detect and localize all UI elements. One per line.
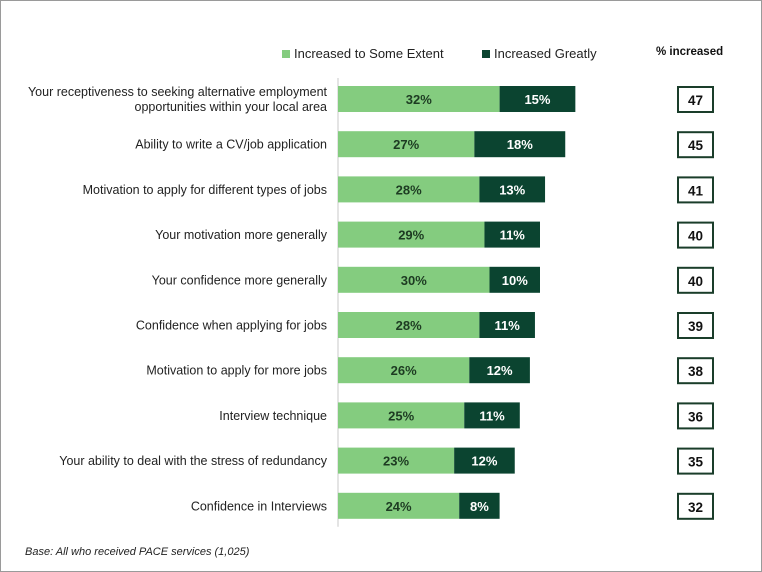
bar-some-extent <box>338 357 470 384</box>
category-label: Your ability to deal with the stress of … <box>59 454 327 468</box>
bar-some-extent <box>338 176 480 203</box>
category-label: Ability to write a CV/job application <box>135 138 327 152</box>
bar-greatly <box>479 176 546 203</box>
bar-some-extent <box>338 447 455 474</box>
data-label-greatly: 15% <box>524 92 550 107</box>
bar-some-extent <box>338 492 460 519</box>
total-box <box>677 447 714 475</box>
bar-some-extent <box>338 86 500 112</box>
bar-some-extent <box>338 312 480 338</box>
data-label-greatly: 13% <box>499 182 525 197</box>
data-label-greatly: 10% <box>502 273 528 288</box>
total-box <box>677 86 714 113</box>
category-label: Confidence in Interviews <box>191 499 327 513</box>
data-label-some-extent: 28% <box>396 182 422 197</box>
legend-label-some-extent: Increased to Some Extent <box>294 46 444 61</box>
legend-item-some-extent: Increased to Some Extent <box>282 46 444 61</box>
total-value: 41 <box>688 183 704 198</box>
data-label-some-extent: 25% <box>388 408 414 423</box>
data-label-some-extent: 26% <box>391 363 417 378</box>
legend-item-greatly: Increased Greatly <box>482 46 597 61</box>
category-label: Your confidence more generally <box>152 273 328 287</box>
bar-greatly <box>459 492 500 519</box>
category-label: Your receptiveness to seeking alternativ… <box>28 85 328 114</box>
legend-swatch-greatly <box>482 49 490 58</box>
data-label-greatly: 11% <box>500 228 526 243</box>
data-label-some-extent: 23% <box>383 454 409 469</box>
data-label-greatly: 12% <box>487 363 513 378</box>
total-box <box>677 221 714 249</box>
total-value: 47 <box>688 93 703 108</box>
total-value: 40 <box>688 229 703 244</box>
data-label-some-extent: 32% <box>406 92 432 107</box>
total-box <box>677 176 714 204</box>
total-value: 32 <box>688 500 703 515</box>
total-box <box>677 492 714 520</box>
bar-greatly <box>489 266 540 293</box>
bar-greatly <box>499 86 576 112</box>
legend-swatch-some-extent <box>282 49 290 58</box>
data-label-some-extent: 28% <box>396 318 422 333</box>
category-label: Confidence when applying for jobs <box>136 319 327 333</box>
total-value: 35 <box>688 455 704 470</box>
total-value: 36 <box>688 409 704 424</box>
total-box <box>677 131 714 159</box>
bar-greatly <box>464 402 520 429</box>
total-value: 39 <box>688 319 703 334</box>
total-value: 40 <box>688 274 703 289</box>
data-label-some-extent: 30% <box>401 273 427 288</box>
bar-greatly <box>454 447 515 474</box>
total-value: 38 <box>688 364 704 379</box>
totals-header: % increased <box>656 46 724 58</box>
bar-greatly <box>479 312 535 338</box>
data-label-some-extent: 27% <box>393 137 419 152</box>
category-label: Motivation to apply for more jobs <box>146 364 327 378</box>
footnote: Base: All who received PACE services (1,… <box>25 546 250 558</box>
total-box <box>677 266 714 294</box>
category-label: Interview technique <box>219 409 327 423</box>
data-label-greatly: 11% <box>495 318 521 333</box>
data-label-greatly: 18% <box>507 137 533 152</box>
category-label: Motivation to apply for different types … <box>83 183 327 197</box>
data-label-greatly: 11% <box>479 408 505 423</box>
bar-greatly <box>484 221 540 248</box>
bar-greatly <box>474 131 566 158</box>
bar-greatly <box>469 357 530 384</box>
bar-some-extent <box>338 131 475 158</box>
bar-some-extent <box>338 266 490 293</box>
total-box <box>677 312 714 339</box>
bar-some-extent <box>338 402 465 429</box>
category-label: Your motivation more generally <box>155 228 328 242</box>
data-label-some-extent: 24% <box>386 499 412 514</box>
legend-label-greatly: Increased Greatly <box>494 46 597 61</box>
total-box <box>677 402 714 430</box>
bar-some-extent <box>338 221 485 248</box>
total-box <box>677 357 714 385</box>
data-label-greatly: 12% <box>471 454 497 469</box>
data-label-some-extent: 29% <box>398 228 424 243</box>
total-value: 45 <box>688 138 704 153</box>
data-label-greatly: 8% <box>470 499 489 514</box>
